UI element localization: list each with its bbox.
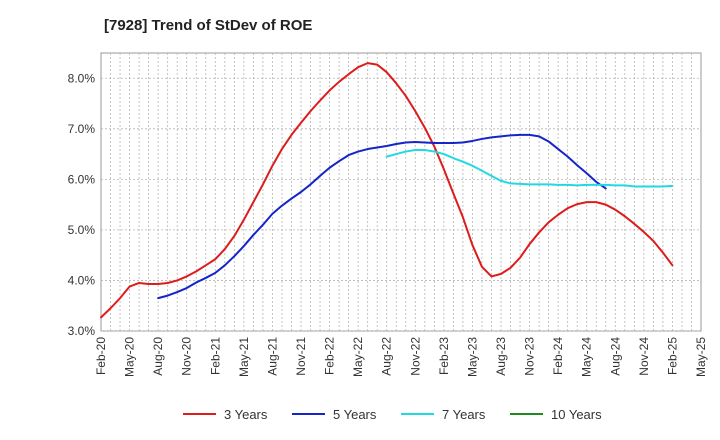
grid — [100, 52, 702, 332]
x-tick-label: Nov-24 — [637, 337, 651, 376]
x-tick-label: Aug-22 — [380, 337, 394, 376]
y-tick-label: 3.0% — [68, 324, 96, 338]
series-lines — [100, 62, 674, 319]
legend-item: 10 Years — [510, 407, 602, 422]
series-line-3-years — [100, 62, 674, 319]
x-tick-label: Feb-21 — [208, 337, 222, 375]
x-tick-label: May-22 — [351, 337, 365, 377]
legend-item: 7 Years — [401, 407, 486, 422]
y-tick-label: 4.0% — [68, 273, 96, 287]
axes: Feb-20 May-20 Aug-20 Nov-20 Feb-21 May-21 Aug-… — [68, 71, 708, 377]
y-tick-label: 8.0% — [68, 71, 96, 85]
x-tick-label: Feb-22 — [323, 337, 337, 375]
legend-item: 3 Years — [183, 407, 268, 422]
x-tick-label: Aug-24 — [608, 337, 622, 376]
chart-title: [7928] Trend of StDev of ROE — [104, 17, 313, 34]
legend-label: 3 Years — [224, 407, 268, 422]
legend-label: 7 Years — [442, 407, 486, 422]
x-tick-label: Nov-23 — [523, 337, 537, 376]
legend-label: 10 Years — [551, 407, 602, 422]
legend-label: 5 Years — [333, 407, 377, 422]
x-tick-label: Aug-23 — [494, 337, 508, 376]
x-tick-label: Nov-21 — [294, 337, 308, 376]
y-tick-label: 5.0% — [68, 223, 96, 237]
x-tick-label: Feb-23 — [437, 337, 451, 375]
y-tick-label: 6.0% — [68, 172, 96, 186]
x-tick-label: Aug-20 — [151, 337, 165, 376]
x-tick-label: May-20 — [123, 337, 137, 377]
x-tick-label: Feb-20 — [94, 337, 108, 375]
x-tick-label: May-23 — [465, 337, 479, 377]
legend-item: 5 Years — [292, 407, 377, 422]
y-tick-label: 7.0% — [68, 122, 96, 136]
x-tick-label: Nov-22 — [408, 337, 422, 376]
plot-area — [100, 52, 702, 332]
x-tick-label: May-24 — [580, 337, 594, 377]
x-tick-label: Feb-25 — [665, 337, 679, 375]
series-line-5-years — [157, 133, 607, 300]
x-tick-label: Aug-21 — [265, 337, 279, 376]
legend: 3 Years 5 Years 7 Years 10 Years — [183, 407, 602, 422]
series-line-7-years — [385, 149, 674, 188]
x-tick-label: Nov-20 — [180, 337, 194, 376]
x-tick-label: Feb-24 — [551, 337, 565, 375]
x-tick-label: May-25 — [694, 337, 708, 377]
x-tick-label: May-21 — [237, 337, 251, 377]
